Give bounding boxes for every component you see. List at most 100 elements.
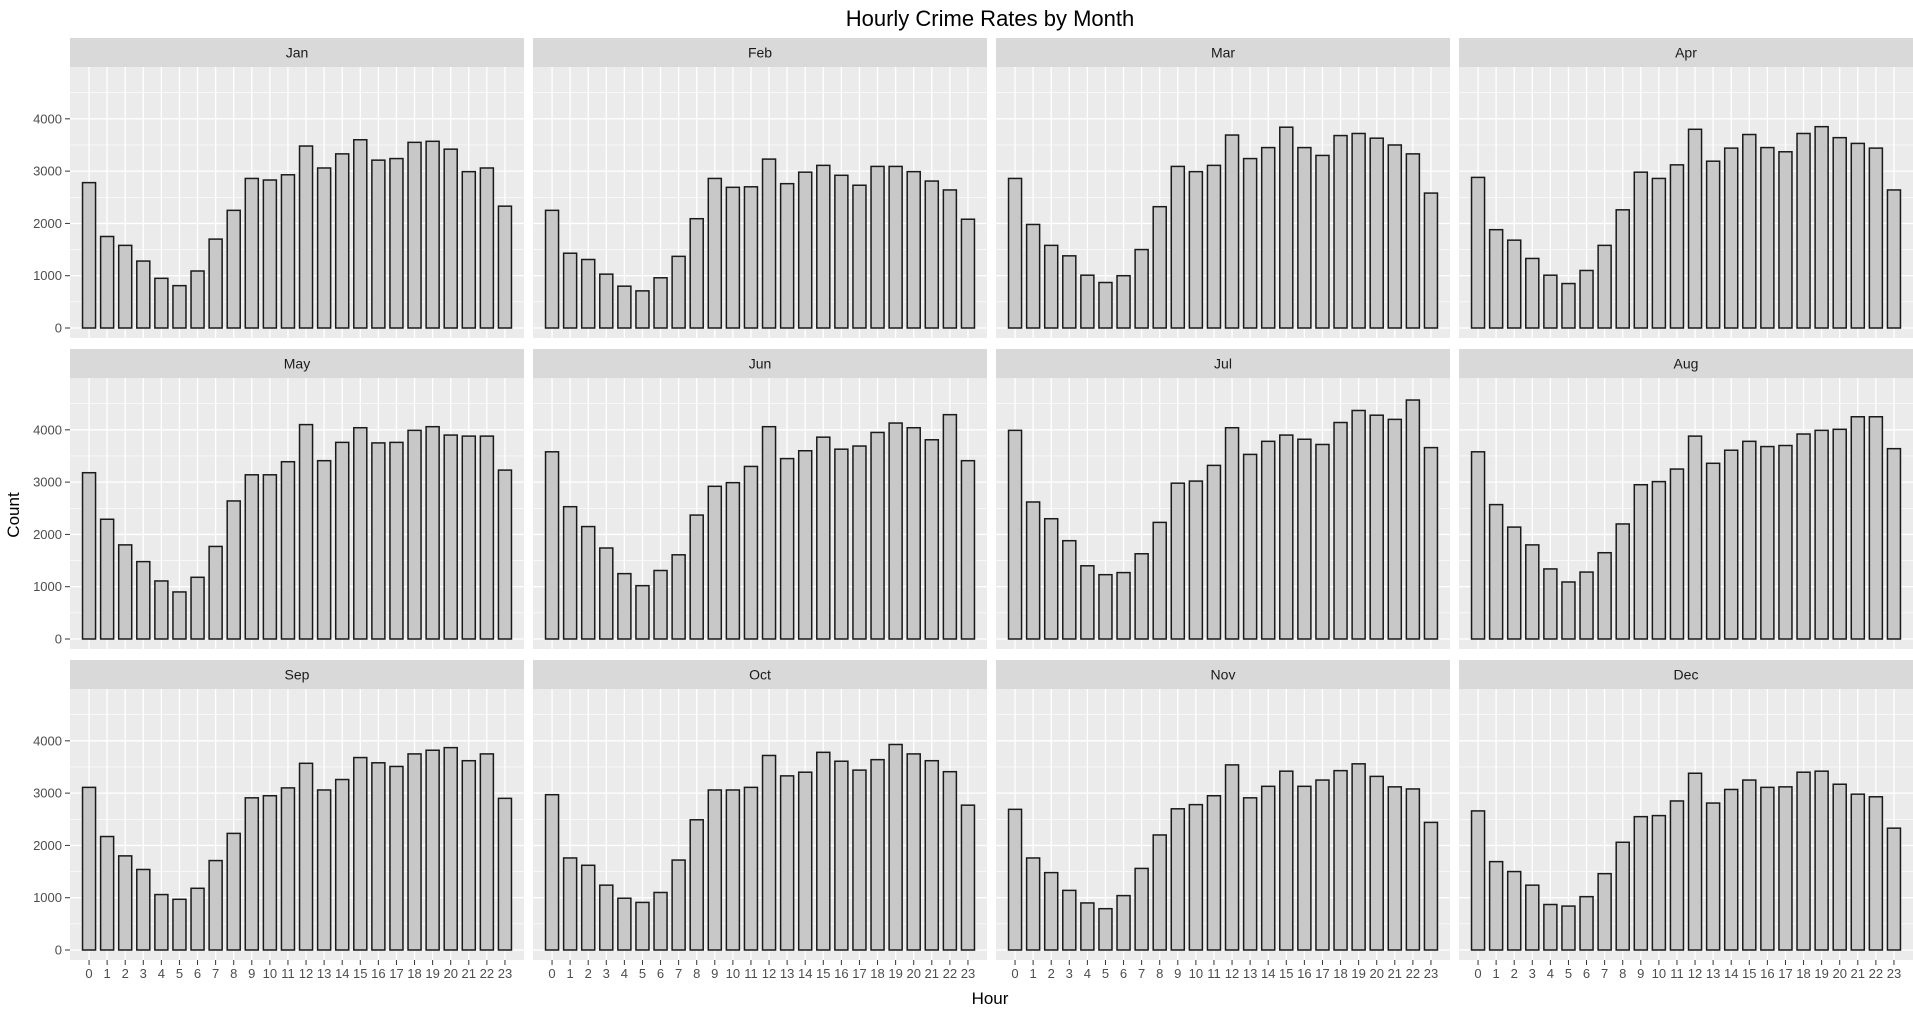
facet-strip-label: Jun <box>749 356 772 372</box>
bar-nov-hour-18 <box>1333 769 1348 951</box>
x-tick-label: 8 <box>230 966 237 981</box>
bar-apr-hour-4 <box>1543 274 1558 329</box>
bar-dec-hour-3 <box>1525 884 1540 951</box>
x-tick-label: 7 <box>1601 966 1608 981</box>
x-tick-label: 3 <box>1066 966 1073 981</box>
facet-strip-label: Apr <box>1675 45 1697 61</box>
bar-feb-hour-1 <box>562 252 578 329</box>
bar-nov-hour-1 <box>1025 857 1041 951</box>
bar-jul-hour-3 <box>1062 539 1077 640</box>
facet-strip-label: May <box>284 356 310 372</box>
bar-apr-hour-16 <box>1760 146 1775 329</box>
x-tick-label: 14 <box>335 966 349 981</box>
x-tick-label: 12 <box>1688 966 1702 981</box>
bar-jan-hour-13 <box>316 167 332 329</box>
bar-feb-hour-22 <box>942 189 958 329</box>
x-tick-label: 12 <box>299 966 313 981</box>
bar-feb-hour-3 <box>599 273 614 329</box>
bar-dec-hour-8 <box>1615 841 1630 951</box>
x-tick-label: 2 <box>1511 966 1518 981</box>
bar-dec-hour-16 <box>1760 786 1775 951</box>
y-tick-label: 3000 <box>33 164 62 179</box>
bar-jan-hour-21 <box>461 170 477 329</box>
bar-aug-hour-15 <box>1742 440 1757 640</box>
bar-nov-hour-10 <box>1188 803 1204 951</box>
bar-sep-hour-4 <box>154 893 169 951</box>
x-tick-label: 1 <box>1493 966 1500 981</box>
x-tick-label: 9 <box>711 966 718 981</box>
bar-oct-hour-19 <box>888 743 903 951</box>
bar-feb-hour-23 <box>960 218 976 329</box>
bar-mar-hour-23 <box>1423 192 1439 329</box>
x-tick-label: 11 <box>281 966 295 981</box>
x-tick-label: 16 <box>1760 966 1774 981</box>
bar-sep-hour-19 <box>425 749 440 951</box>
bar-apr-hour-1 <box>1488 228 1504 329</box>
x-tick-label: 13 <box>1243 966 1257 981</box>
bar-sep-hour-2 <box>117 855 133 951</box>
bar-aug-hour-10 <box>1651 480 1667 640</box>
x-tick-label: 0 <box>548 966 555 981</box>
x-tick-label: 3 <box>140 966 147 981</box>
y-tick-label: 1000 <box>33 268 62 283</box>
bar-may-hour-11 <box>280 460 296 640</box>
bar-sep-hour-17 <box>389 765 404 951</box>
x-tick-label: 22 <box>1869 966 1883 981</box>
bar-jan-hour-10 <box>262 179 278 329</box>
facet-strip-label: Jan <box>286 45 309 61</box>
bar-sep-hour-9 <box>244 797 260 951</box>
bar-jan-hour-3 <box>136 260 151 329</box>
bar-jan-hour-4 <box>154 277 169 329</box>
bar-aug-hour-14 <box>1723 449 1739 640</box>
bar-mar-hour-18 <box>1333 134 1348 329</box>
bar-aug-hour-18 <box>1796 433 1811 640</box>
y-tick-label: 2000 <box>33 527 62 542</box>
bar-may-hour-21 <box>461 435 477 640</box>
x-tick-label: 2 <box>585 966 592 981</box>
bar-sep-hour-21 <box>461 759 477 951</box>
bar-aug-hour-4 <box>1543 568 1558 640</box>
bar-oct-hour-20 <box>906 753 921 951</box>
bar-jan-hour-0 <box>81 181 97 329</box>
bar-jan-hour-17 <box>389 157 404 329</box>
bar-jun-hour-6 <box>653 569 668 640</box>
x-tick-label: 9 <box>1637 966 1644 981</box>
bar-aug-hour-5 <box>1561 581 1576 640</box>
x-tick-label: 8 <box>1156 966 1163 981</box>
bar-mar-hour-11 <box>1206 164 1222 329</box>
bar-feb-hour-2 <box>580 258 596 329</box>
bar-nov-hour-17 <box>1315 779 1330 951</box>
bar-dec-hour-23 <box>1886 827 1902 951</box>
facet-panel-jul: Jul <box>996 349 1450 649</box>
bar-oct-hour-7 <box>671 859 686 951</box>
x-tick-label: 5 <box>639 966 646 981</box>
facet-strip-label: Aug <box>1674 356 1699 372</box>
bar-dec-hour-19 <box>1814 770 1829 951</box>
bar-oct-hour-15 <box>816 751 831 951</box>
facet-panel-may: May 0 1000 2000 3000 4000 <box>33 349 524 649</box>
bar-jun-hour-0 <box>544 451 560 640</box>
bar-mar-hour-21 <box>1387 144 1403 329</box>
x-tick-label: 14 <box>1261 966 1275 981</box>
bar-may-hour-18 <box>407 429 422 640</box>
bar-jan-hour-23 <box>497 205 513 329</box>
facet-strip <box>70 349 524 378</box>
bar-jan-hour-22 <box>479 167 495 329</box>
bar-nov-hour-2 <box>1043 871 1059 951</box>
bar-sep-hour-10 <box>262 794 278 951</box>
bar-jan-hour-5 <box>172 284 187 329</box>
bar-feb-hour-5 <box>635 290 650 329</box>
bar-oct-hour-11 <box>743 786 759 951</box>
x-tick-label: 19 <box>425 966 439 981</box>
bar-jul-hour-0 <box>1007 429 1023 640</box>
bar-may-hour-1 <box>99 518 115 640</box>
bar-nov-hour-19 <box>1351 763 1366 951</box>
bar-mar-hour-20 <box>1369 137 1384 329</box>
bar-apr-hour-7 <box>1597 244 1612 329</box>
bar-mar-hour-1 <box>1025 223 1041 329</box>
x-tick-label: 10 <box>726 966 740 981</box>
bar-apr-hour-21 <box>1850 142 1866 329</box>
x-tick-label: 18 <box>1796 966 1810 981</box>
x-tick-label: 9 <box>248 966 255 981</box>
